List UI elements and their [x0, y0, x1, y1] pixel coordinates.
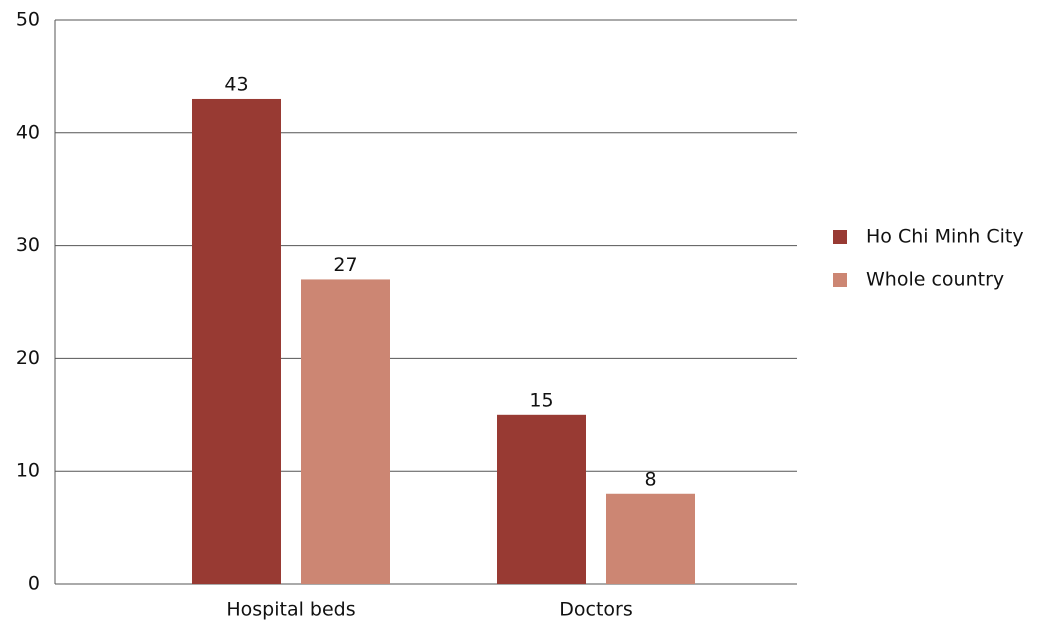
data-label: 27	[333, 254, 357, 276]
data-label: 15	[529, 389, 553, 411]
x-tick-label: Hospital beds	[226, 599, 355, 621]
bar	[606, 493, 695, 584]
y-tick-label: 40	[16, 121, 40, 143]
bar	[497, 414, 586, 584]
y-tick-label: 20	[16, 347, 40, 369]
y-tick-label: 0	[28, 573, 40, 595]
y-tick-label: 10	[16, 460, 40, 482]
y-tick-label: 50	[16, 9, 40, 31]
legend-swatch	[833, 273, 847, 287]
y-tick-label: 30	[16, 234, 40, 256]
legend-label: Whole country	[866, 269, 1004, 291]
data-label: 43	[224, 73, 248, 95]
legend-swatch	[833, 230, 847, 244]
legend-label: Ho Chi Minh City	[866, 226, 1024, 248]
data-label: 8	[644, 468, 656, 490]
bar	[301, 279, 390, 584]
x-tick-label: Doctors	[559, 599, 633, 621]
bar	[192, 98, 281, 585]
